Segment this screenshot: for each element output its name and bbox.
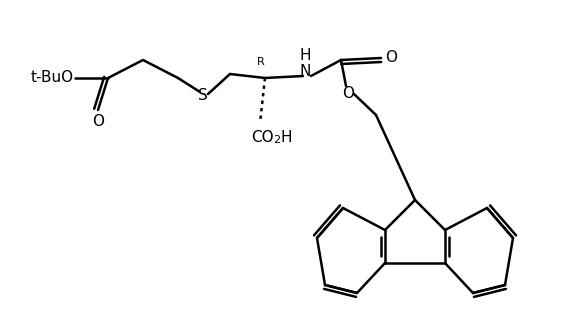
Text: O: O [92,114,104,129]
Text: S: S [198,88,208,102]
Text: R: R [257,57,265,67]
Text: t-BuO: t-BuO [30,71,74,85]
Text: H: H [281,129,292,145]
Text: N: N [299,65,311,79]
Text: O: O [342,87,354,101]
Text: H: H [299,49,311,64]
Text: CO: CO [251,129,274,145]
Text: O: O [385,50,397,66]
Text: 2: 2 [273,135,280,145]
